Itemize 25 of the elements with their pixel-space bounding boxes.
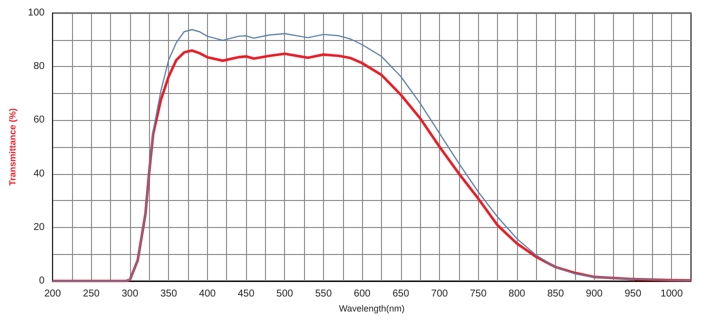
y-tick-label: 80: [33, 61, 46, 72]
x-axis-title: Wavelength(nm): [338, 303, 405, 314]
x-tick-label: 600: [354, 288, 371, 300]
x-tick-label: 200: [44, 288, 62, 300]
x-tick-label: 400: [199, 288, 216, 300]
x-tick-label: 700: [431, 288, 448, 300]
x-tick-label: 550: [315, 288, 332, 300]
y-tick-label: 40: [33, 168, 46, 180]
x-tick-label: 1000: [660, 288, 684, 300]
x-tick-label: 900: [586, 288, 604, 300]
x-tick-label: 500: [276, 288, 294, 300]
x-tick-label: 650: [392, 288, 410, 300]
y-tick-label: 0: [39, 276, 46, 286]
x-tick-label: 800: [508, 288, 526, 300]
x-tick-label: 850: [547, 288, 564, 300]
y-tick-label: 20: [33, 222, 46, 233]
x-tick-label: 950: [624, 288, 642, 300]
x-tick-label: 250: [82, 288, 100, 300]
y-tick-label: 60: [33, 114, 46, 126]
x-tick-label: 350: [160, 288, 178, 300]
x-tick-label: 300: [122, 288, 139, 300]
x-tick-label: 450: [238, 288, 255, 300]
x-tick-label: 750: [470, 288, 487, 300]
y-axis-title: Transmittance (%): [8, 108, 18, 186]
y-tick-label: 100: [28, 8, 46, 18]
